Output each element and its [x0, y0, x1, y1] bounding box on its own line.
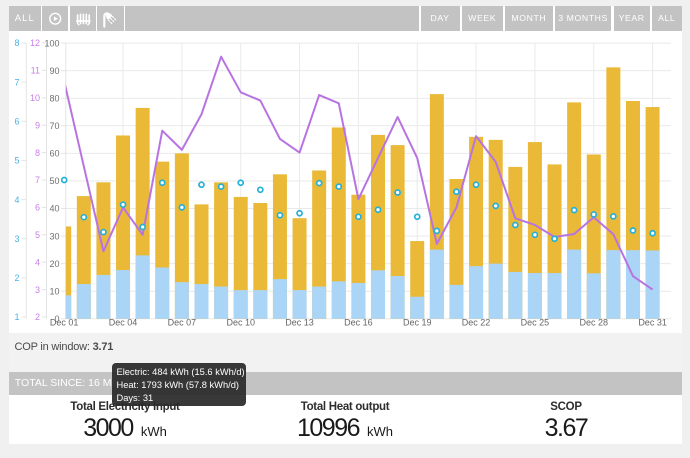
svg-text:70: 70 [49, 121, 59, 131]
svg-text:Dec 19: Dec 19 [403, 318, 432, 328]
svg-text:2: 2 [14, 273, 19, 283]
svg-text:11: 11 [31, 66, 40, 76]
svg-text:8: 8 [14, 38, 19, 48]
svg-text:80: 80 [49, 93, 59, 103]
svg-text:2: 2 [35, 312, 40, 322]
svg-text:Dec 04: Dec 04 [109, 318, 138, 328]
svg-text:9: 9 [35, 120, 40, 130]
svg-text:40: 40 [49, 204, 59, 214]
svg-text:10: 10 [30, 93, 40, 103]
svg-text:10: 10 [49, 286, 59, 296]
svg-text:Dec 07: Dec 07 [168, 318, 197, 328]
svg-text:20: 20 [49, 259, 59, 269]
svg-text:60: 60 [49, 149, 59, 159]
svg-text:3: 3 [35, 285, 40, 295]
svg-text:7: 7 [35, 175, 40, 185]
svg-text:90: 90 [49, 66, 59, 76]
svg-text:12: 12 [30, 38, 40, 48]
svg-text:Dec 10: Dec 10 [226, 318, 255, 328]
svg-text:6: 6 [35, 203, 40, 213]
svg-text:8: 8 [35, 148, 40, 158]
svg-text:Dec 22: Dec 22 [462, 318, 491, 328]
svg-text:1: 1 [14, 312, 19, 322]
svg-text:4: 4 [14, 195, 19, 205]
svg-text:30: 30 [49, 231, 59, 241]
svg-text:100: 100 [44, 38, 59, 48]
svg-text:Dec 16: Dec 16 [344, 318, 373, 328]
svg-text:Dec 13: Dec 13 [285, 318, 314, 328]
svg-text:Dec 31: Dec 31 [638, 318, 667, 328]
svg-text:5: 5 [14, 156, 19, 166]
svg-text:5: 5 [35, 230, 40, 240]
svg-text:Dec 28: Dec 28 [579, 318, 608, 328]
svg-text:6: 6 [14, 117, 19, 127]
svg-text:0: 0 [54, 314, 59, 324]
svg-text:Dec 25: Dec 25 [521, 318, 550, 328]
svg-text:4: 4 [35, 257, 40, 267]
svg-text:Dec 01: Dec 01 [50, 318, 79, 328]
svg-text:3: 3 [14, 234, 19, 244]
svg-text:7: 7 [14, 77, 19, 87]
svg-text:50: 50 [49, 176, 59, 186]
